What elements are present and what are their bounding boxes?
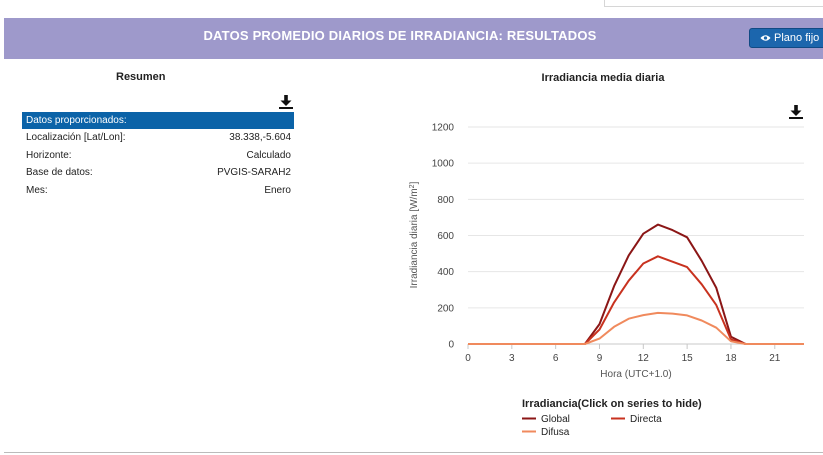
series-line-difusa[interactable] <box>468 311 804 345</box>
summary-table-header: Datos proporcionados: <box>22 112 294 129</box>
table-row: Base de datos: PVGIS-SARAH2 <box>22 164 294 182</box>
legend-item-difusa[interactable]: Difusa <box>522 427 570 438</box>
bottom-divider <box>4 452 823 453</box>
table-row: Localización [Lat/Lon]: 38.338,-5.604 <box>22 129 294 147</box>
chart-download-icon[interactable] <box>789 105 803 119</box>
table-row: Horizonte: Calculado <box>22 147 294 165</box>
row-value: PVGIS-SARAH2 <box>217 167 291 178</box>
legend-item-global[interactable]: Global <box>522 414 570 425</box>
y-tick-label: 400 <box>437 267 454 278</box>
summary-download-icon[interactable] <box>279 95 293 109</box>
top-input-field[interactable] <box>604 0 823 7</box>
row-value: Calculado <box>246 149 291 161</box>
x-tick-label: 0 <box>465 353 471 364</box>
y-tick-label: 0 <box>448 340 454 351</box>
x-axis-label: Hora (UTC+1.0) <box>600 369 671 380</box>
y-tick-label: 200 <box>437 303 454 314</box>
row-value: 38.338,-5.604 <box>229 132 291 143</box>
y-axis-label: Irradiancia diaria [W/m2] <box>409 181 420 288</box>
page-title: DATOS PROMEDIO DIARIOS DE IRRADIANCIA: R… <box>203 28 597 43</box>
x-tick-label: 9 <box>597 353 603 364</box>
series-line-global[interactable] <box>468 223 804 345</box>
summary-table: Datos proporcionados: Localización [Lat/… <box>22 112 294 199</box>
x-tick-label: 15 <box>682 353 694 364</box>
legend-label: Directa <box>630 414 662 425</box>
row-label: Mes: <box>26 184 48 196</box>
x-tick-label: 3 <box>509 353 515 364</box>
legend-label: Global <box>541 414 570 425</box>
plano-fijo-label: Plano fijo <box>774 32 820 44</box>
row-label: Base de datos: <box>26 167 93 178</box>
legend-item-directa[interactable]: Directa <box>611 414 662 425</box>
legend-title: Irradiancia(Click on series to hide) <box>522 398 702 410</box>
x-tick-label: 21 <box>769 353 781 364</box>
x-tick-label: 18 <box>725 353 737 364</box>
y-tick-label: 600 <box>437 231 454 242</box>
results-header-bar: DATOS PROMEDIO DIARIOS DE IRRADIANCIA: R… <box>4 18 823 59</box>
chart-title: Irradiancia media diaria <box>542 72 666 84</box>
summary-title: Resumen <box>116 71 166 83</box>
eye-icon <box>760 35 771 41</box>
y-tick-label: 1200 <box>432 123 455 134</box>
row-label: Localización [Lat/Lon]: <box>26 132 126 143</box>
series-line-directa[interactable] <box>468 255 804 345</box>
x-tick-label: 6 <box>553 353 559 364</box>
y-tick-label: 800 <box>437 195 454 206</box>
row-label: Horizonte: <box>26 149 72 161</box>
plano-fijo-button[interactable]: Plano fijo <box>749 28 823 48</box>
y-tick-label: 1000 <box>432 159 455 170</box>
x-tick-label: 12 <box>638 353 650 364</box>
row-value: Enero <box>264 184 291 196</box>
legend-label: Difusa <box>541 427 570 438</box>
table-row: Mes: Enero <box>22 182 294 200</box>
